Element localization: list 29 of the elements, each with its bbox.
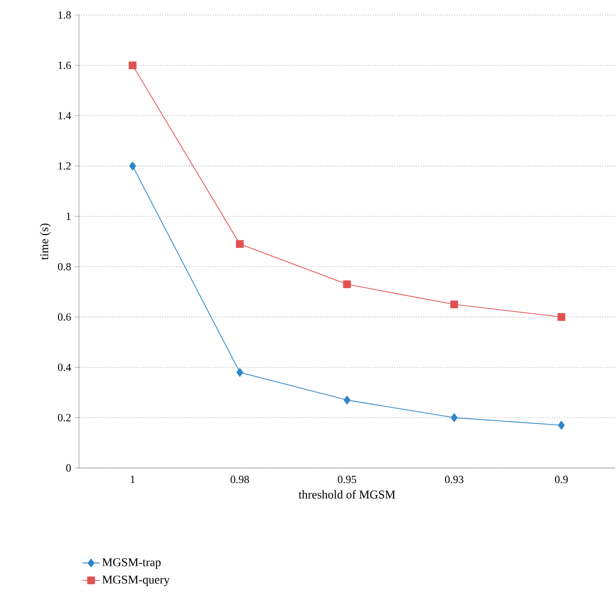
y-tick-label: 1.2: [58, 162, 71, 170]
y-tick-label: 1.4: [58, 112, 72, 120]
point: [236, 368, 244, 377]
x-axis-title: threshold of MGSM: [298, 490, 396, 499]
x-tick-label: 0.95: [338, 476, 356, 484]
point: [129, 162, 136, 170]
y-tick-label: 1: [66, 212, 71, 220]
y-tick-label: 0.2: [58, 414, 71, 422]
y-axis-title: time (s): [40, 224, 51, 260]
point: [450, 300, 458, 308]
point: [558, 313, 566, 321]
y-tick-label: 0.6: [58, 313, 71, 321]
x-tick-label: 0.9: [554, 476, 568, 484]
y-tick-label: 0: [66, 464, 71, 472]
point: [128, 61, 136, 70]
y-tick-label: 0.8: [58, 262, 71, 270]
point: [450, 413, 458, 422]
point: [344, 396, 350, 404]
y-tick-label: 1.8: [58, 11, 71, 19]
legend-label: MGSM-query: [102, 576, 170, 586]
point: [236, 240, 244, 248]
x-tick-label: 0.93: [445, 476, 464, 484]
point: [343, 280, 351, 288]
x-tick-label: 0.98: [230, 476, 249, 484]
legend-label: MGSM-trap: [102, 558, 161, 569]
y-tick-label: 1.6: [58, 62, 71, 70]
x-tick-label: 1: [130, 476, 135, 484]
y-tick-label: 0.4: [58, 364, 72, 372]
point: [558, 420, 565, 430]
